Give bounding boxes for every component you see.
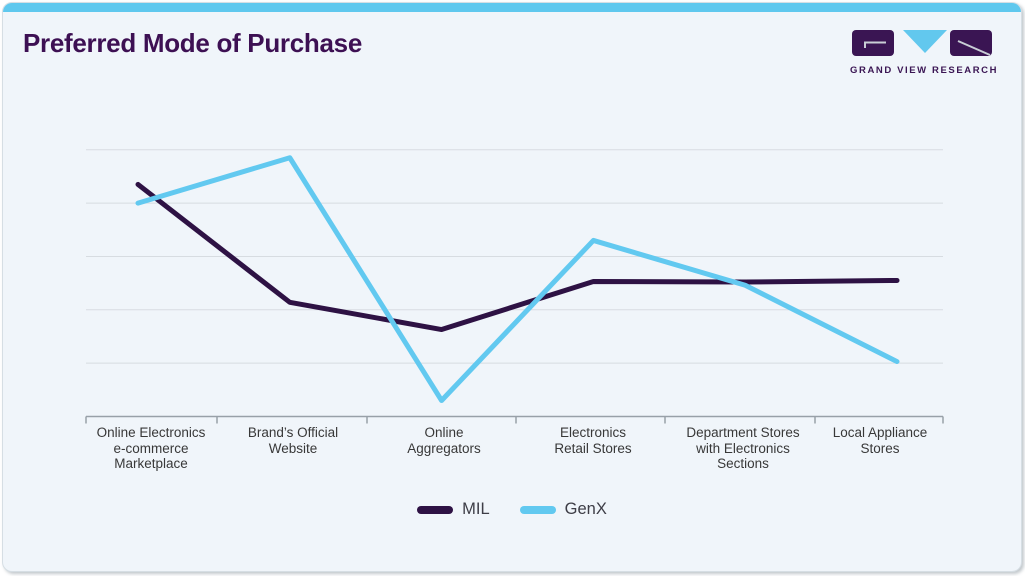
legend-item-genx[interactable]: GenX: [519, 500, 607, 519]
mil-line-swatch: [417, 505, 454, 514]
chart-legend: MIL GenX: [3, 500, 1021, 519]
x-axis-label: Department Stores with Electronics Secti…: [686, 425, 800, 472]
logo-v-triangle: [903, 30, 947, 53]
line-chart: [85, 149, 944, 424]
x-axis-label: Brand’s Official Website: [247, 425, 339, 456]
x-axis-label: Online Electronics e-commerce Marketplac…: [96, 425, 206, 472]
x-axis-label: Online Aggregators: [407, 425, 481, 456]
series-line-genx: [135, 155, 900, 403]
genx-line-swatch: [519, 505, 556, 514]
logo-r-mark: [957, 40, 991, 56]
x-axis-label: Local Appliance Stores: [832, 425, 928, 456]
legend-label: GenX: [564, 500, 607, 518]
x-axis-label: Electronics Retail Stores: [554, 425, 632, 456]
card-accent-bar: [3, 3, 1021, 12]
gvr-logo: GRAND VIEW RESEARCH: [850, 30, 999, 76]
legend-item-mil[interactable]: MIL: [417, 500, 490, 519]
legend-label: MIL: [462, 500, 490, 518]
chart-title: Preferred Mode of Purchase: [23, 28, 362, 58]
logo-g-mark: [864, 41, 886, 48]
gvr-logo-text: GRAND VIEW RESEARCH: [850, 65, 999, 76]
gvr-logo-icon: [852, 30, 992, 56]
series-line-mil: [135, 181, 900, 333]
logo-r-block: [950, 30, 992, 56]
